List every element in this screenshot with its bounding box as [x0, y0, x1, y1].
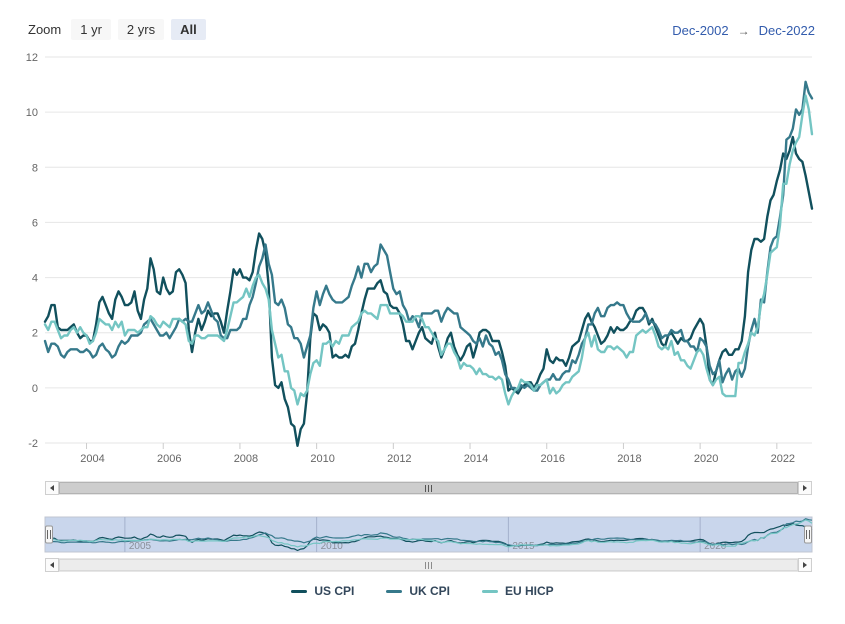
svg-text:2016: 2016 [540, 453, 564, 465]
navigator-handle-right[interactable] [804, 525, 812, 544]
navigator-year-label: 2020 [704, 541, 727, 552]
svg-text:0: 0 [32, 383, 38, 395]
svg-text:2020: 2020 [694, 453, 718, 465]
svg-text:2014: 2014 [464, 453, 488, 465]
range-button-all[interactable]: All [171, 19, 206, 40]
navigator-year-label: 2005 [129, 541, 152, 552]
navigator-scrollbar-thumb[interactable] [59, 559, 798, 571]
date-from[interactable]: Dec-2002 [672, 23, 729, 38]
scrollbar-right-arrow-button[interactable] [798, 481, 812, 495]
series-line-marker [386, 589, 403, 593]
y-gridlines [45, 56, 812, 444]
legend-item-eu-hicp[interactable]: EU HICP [482, 584, 554, 598]
svg-text:12: 12 [26, 52, 38, 64]
navigator-mask[interactable] [44, 516, 813, 553]
svg-text:2006: 2006 [157, 453, 181, 465]
navigator[interactable]: 2005 2010 2015 2020 [44, 516, 813, 553]
scrollbar-track[interactable] [59, 481, 798, 495]
zoom-label: Zoom [28, 22, 62, 37]
navigator-scrollbar-track[interactable] [59, 558, 798, 572]
svg-text:2008: 2008 [234, 453, 258, 465]
legend-label: US CPI [314, 584, 355, 598]
scrollbar-left-arrow-button[interactable] [45, 481, 59, 495]
date-to[interactable]: Dec-2022 [758, 23, 815, 38]
series-line-marker [291, 589, 308, 593]
range-button-1yr[interactable]: 1 yr [71, 19, 111, 40]
left-arrow-icon [50, 562, 54, 568]
svg-text:10: 10 [26, 107, 38, 119]
navigator-year-label: 2010 [321, 541, 344, 552]
navigator-handle-left[interactable] [45, 525, 53, 544]
date-range: Dec-2002 → Dec-2022 [672, 23, 815, 38]
svg-text:4: 4 [32, 273, 38, 285]
right-arrow-icon [803, 485, 807, 491]
svg-text:8: 8 [32, 162, 38, 174]
series-line-uk-cpi[interactable] [43, 80, 814, 392]
legend-item-uk-cpi[interactable]: UK CPI [386, 584, 450, 598]
chart-scrollbar [45, 481, 812, 495]
navigator-series-line [44, 518, 813, 547]
legend: US CPI UK CPI EU HICP [0, 584, 845, 598]
svg-text:2012: 2012 [387, 453, 411, 465]
legend-label: EU HICP [505, 584, 554, 598]
left-arrow-icon [50, 485, 54, 491]
scrollbar-grip-icon [425, 561, 432, 569]
range-selector: Zoom 1 yr 2 yrs All [28, 19, 206, 40]
scrollbar-grip-icon [425, 484, 432, 492]
legend-item-us-cpi[interactable]: US CPI [291, 584, 354, 598]
range-button-2yrs[interactable]: 2 yrs [117, 19, 165, 40]
x-axis-labels: 2004 2006 2008 2010 2012 2014 2016 2018 2020 2022 [80, 453, 795, 465]
legend-label: UK CPI [409, 584, 450, 598]
svg-text:2010: 2010 [310, 453, 334, 465]
svg-text:-2: -2 [28, 438, 38, 450]
x-axis-ticks [86, 443, 778, 449]
svg-text:6: 6 [32, 217, 38, 229]
navigator-series-line [44, 519, 813, 548]
navigator-scrollbar-left-arrow-button[interactable] [45, 558, 59, 572]
y-axis-labels: -2 0 2 4 6 8 10 12 [26, 52, 38, 450]
navigator-year-label: 2015 [512, 541, 535, 552]
series-line-us-cpi[interactable] [43, 135, 814, 447]
svg-text:2022: 2022 [771, 453, 795, 465]
series-line-eu-hicp[interactable] [43, 94, 814, 406]
svg-text:2004: 2004 [80, 453, 104, 465]
arrow-right-icon: → [737, 23, 750, 38]
svg-text:2018: 2018 [617, 453, 641, 465]
scrollbar-thumb[interactable] [59, 482, 798, 494]
navigator-scrollbar-right-arrow-button[interactable] [798, 558, 812, 572]
series-line-marker [482, 589, 498, 593]
right-arrow-icon [803, 562, 807, 568]
svg-text:2: 2 [32, 328, 38, 340]
navigator-scrollbar [45, 558, 812, 572]
